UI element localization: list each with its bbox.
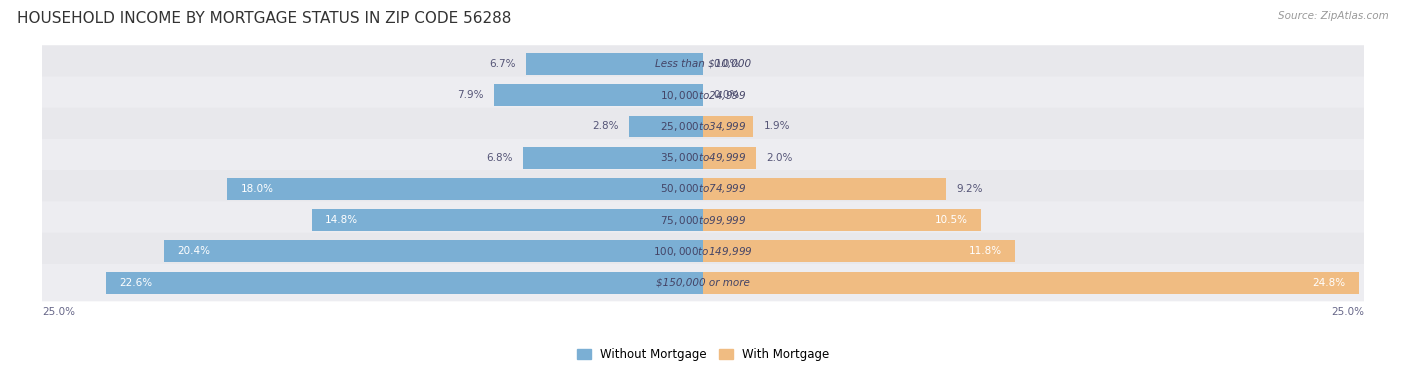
Text: $75,000 to $99,999: $75,000 to $99,999 [659, 214, 747, 227]
Bar [628, 115, 703, 137]
Text: 10.5%: 10.5% [935, 215, 967, 225]
Text: 0.0%: 0.0% [714, 90, 740, 100]
Text: 1.9%: 1.9% [763, 121, 790, 132]
Text: HOUSEHOLD INCOME BY MORTGAGE STATUS IN ZIP CODE 56288: HOUSEHOLD INCOME BY MORTGAGE STATUS IN Z… [17, 11, 512, 26]
FancyBboxPatch shape [38, 108, 1368, 145]
Text: 0.0%: 0.0% [714, 59, 740, 69]
Text: 20.4%: 20.4% [177, 246, 209, 256]
Text: 22.6%: 22.6% [120, 277, 152, 288]
Bar [703, 147, 756, 169]
Bar [105, 272, 703, 294]
Text: $100,000 to $149,999: $100,000 to $149,999 [654, 245, 752, 258]
Text: 11.8%: 11.8% [969, 246, 1001, 256]
Text: $35,000 to $49,999: $35,000 to $49,999 [659, 151, 747, 164]
Bar [312, 209, 703, 231]
Text: 25.0%: 25.0% [1331, 307, 1364, 317]
Text: 14.8%: 14.8% [325, 215, 359, 225]
Text: Less than $10,000: Less than $10,000 [655, 59, 751, 69]
Bar [228, 178, 703, 200]
Text: 2.0%: 2.0% [766, 153, 793, 162]
Text: $150,000 or more: $150,000 or more [657, 277, 749, 288]
FancyBboxPatch shape [38, 170, 1368, 208]
Text: $25,000 to $34,999: $25,000 to $34,999 [659, 120, 747, 133]
Text: 24.8%: 24.8% [1312, 277, 1346, 288]
Bar [494, 84, 703, 106]
Bar [163, 241, 703, 262]
Legend: Without Mortgage, With Mortgage: Without Mortgage, With Mortgage [576, 348, 830, 361]
Text: 18.0%: 18.0% [240, 184, 273, 194]
FancyBboxPatch shape [38, 77, 1368, 114]
Bar [703, 209, 980, 231]
Bar [703, 115, 754, 137]
FancyBboxPatch shape [38, 139, 1368, 176]
Text: 2.8%: 2.8% [592, 121, 619, 132]
Text: Source: ZipAtlas.com: Source: ZipAtlas.com [1278, 11, 1389, 21]
FancyBboxPatch shape [38, 233, 1368, 270]
Text: 25.0%: 25.0% [42, 307, 75, 317]
Text: $10,000 to $24,999: $10,000 to $24,999 [659, 89, 747, 102]
Bar [703, 178, 946, 200]
FancyBboxPatch shape [38, 45, 1368, 83]
Text: 6.8%: 6.8% [486, 153, 513, 162]
FancyBboxPatch shape [38, 201, 1368, 239]
Text: 7.9%: 7.9% [457, 90, 484, 100]
Text: 6.7%: 6.7% [489, 59, 516, 69]
Bar [523, 147, 703, 169]
Bar [703, 241, 1015, 262]
Bar [703, 272, 1358, 294]
Text: $50,000 to $74,999: $50,000 to $74,999 [659, 182, 747, 195]
Text: 9.2%: 9.2% [956, 184, 983, 194]
Bar [526, 53, 703, 75]
FancyBboxPatch shape [38, 264, 1368, 301]
